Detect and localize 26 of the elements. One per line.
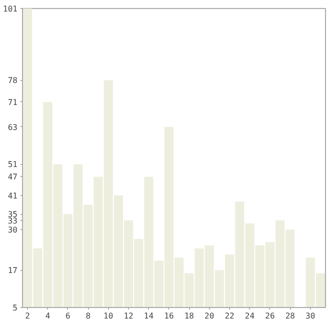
x-tick-label: 14 [144, 312, 154, 320]
y-tick-label: 33 [8, 216, 18, 226]
x-tick-label: 12 [124, 312, 134, 320]
x-tick-label: 8 [86, 312, 91, 320]
x-tick-label: 6 [66, 312, 71, 320]
x-tick-label: 28 [285, 312, 296, 320]
x-tick-label: 18 [184, 312, 194, 320]
y-tick-label: 51 [8, 160, 18, 170]
x-tick-label: 2 [25, 312, 30, 320]
y-tick-label: 47 [8, 172, 18, 182]
y-tick-label: 30 [8, 226, 18, 235]
y-tick-label: 71 [8, 98, 18, 107]
x-tick-label: 16 [164, 312, 174, 320]
x-tick-label: 30 [306, 312, 316, 320]
y-tick-label: 41 [8, 191, 18, 200]
y-tick-label: 17 [8, 266, 18, 276]
x-tick-label: 20 [204, 312, 214, 320]
y-tick-label: 78 [8, 76, 18, 86]
y-tick-label: 63 [8, 122, 18, 132]
y-tick-label: 5 [12, 304, 18, 312]
y-tick-label: 101 [3, 4, 18, 14]
x-tick-label: 22 [224, 312, 235, 320]
x-tick-label: 24 [244, 312, 255, 320]
x-tick-label: 4 [45, 312, 50, 320]
x-tick-label: 26 [265, 312, 275, 320]
x-tick-label: 10 [104, 312, 114, 320]
